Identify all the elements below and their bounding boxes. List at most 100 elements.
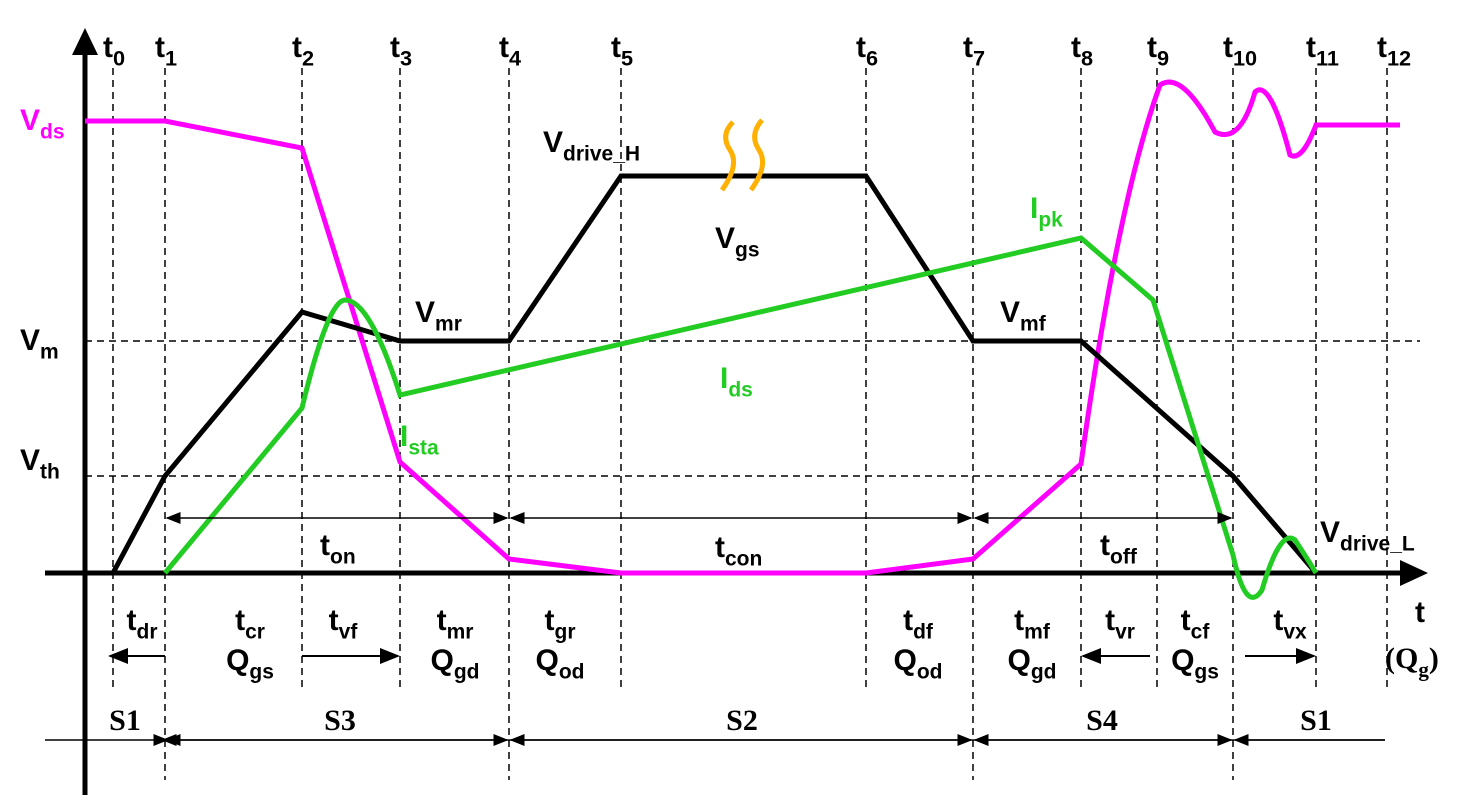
break-mark [719, 118, 766, 192]
level-label: Vds [20, 104, 65, 143]
time-marker-sub: 10 [1233, 46, 1257, 71]
phase-time-label-sub: gr [555, 620, 576, 643]
phase-charge-label-main: Q [1171, 644, 1194, 677]
phase-time-label-main: t [903, 604, 913, 637]
time-marker-sub: 4 [509, 46, 521, 71]
state-label: S1 [109, 704, 141, 737]
axis-charge-label-tail: ) [1429, 642, 1439, 675]
phase-charge-label-sub: od [559, 660, 585, 683]
level-label: Vth [20, 444, 60, 483]
ids-waveform [163, 235, 1319, 600]
phase-time-label-main: t [437, 604, 447, 637]
level-label: Vm [20, 324, 59, 363]
level-label-main: V [20, 324, 40, 357]
time-gridlines [112, 68, 1388, 780]
time-marker-main: t [103, 31, 113, 64]
curve-label-main: I [400, 420, 408, 453]
interval-label-main: t [320, 529, 330, 562]
phase-time-label-main: t [235, 604, 245, 637]
time-marker: t4 [499, 31, 521, 71]
curve-label-main: V [415, 296, 435, 329]
interval-label-sub: con [725, 547, 762, 570]
phase-time-label: tdr [127, 604, 158, 643]
time-marker-sub: 9 [1157, 46, 1169, 71]
interval-label-sub: off [1110, 545, 1138, 568]
phase-charge-label: Qod [894, 644, 943, 683]
phase-time-label: tcr [235, 604, 265, 643]
axis-charge-label-sub: g [1418, 657, 1429, 681]
phase-charge-label-main: Q [894, 644, 917, 677]
time-marker: t3 [390, 31, 412, 71]
phase-time-label-sub: vr [1115, 620, 1135, 643]
time-marker-main: t [1147, 31, 1157, 64]
curve-label-sub: ds [728, 378, 753, 401]
time-marker: t5 [611, 31, 633, 71]
phase-charge-label: Qod [536, 644, 585, 683]
curve-label-sub: drive_H [563, 142, 640, 165]
interval-label: toff [1100, 529, 1138, 568]
state-label: S1 [1300, 704, 1332, 737]
vgs-waveform [110, 173, 1318, 575]
phase-time-label-sub: mr [447, 620, 474, 643]
time-marker-sub: 7 [973, 46, 985, 71]
phase-charge-label: Qgd [1008, 644, 1057, 683]
time-marker-sub: 6 [866, 46, 878, 71]
curve-label-sub: drive_L [1340, 532, 1415, 555]
axis-charge-label: (Qg) [1385, 642, 1439, 681]
interval-label: ton [320, 529, 356, 568]
axis-time-label: t [1415, 596, 1425, 629]
state-label: S3 [324, 704, 356, 737]
curve-label-sub: mf [1020, 312, 1047, 335]
time-marker-sub: 11 [1316, 46, 1339, 71]
state-label: S4 [1086, 704, 1118, 737]
time-marker-main: t [856, 31, 866, 64]
phase-time-label-main: t [545, 604, 555, 637]
time-marker-main: t [155, 31, 165, 64]
phase-time-label-sub: dr [137, 620, 158, 643]
time-marker: t10 [1223, 31, 1257, 71]
time-marker: t0 [103, 31, 125, 71]
state-label: S2 [726, 704, 758, 737]
phase-charge-label-main: Q [1008, 644, 1031, 677]
phase-time-label: tdf [903, 604, 934, 643]
time-marker-sub: 5 [621, 46, 633, 71]
curve-label-sub: sta [408, 436, 439, 459]
time-marker: t1 [155, 31, 177, 71]
axis-charge-label-main: (Q [1385, 642, 1418, 675]
curve-label: Ids [720, 362, 753, 401]
time-marker-main: t [1377, 31, 1387, 64]
phase-charge-label-main: Q [536, 644, 559, 677]
phase-time-label-main: t [127, 604, 137, 637]
time-marker-main: t [963, 31, 973, 64]
time-marker-main: t [390, 31, 400, 64]
phase-time-label: tvx [1273, 604, 1307, 643]
labels: t0 t1 t2 t3 t4 t5 t6 t7 t8 t9 t10 t11 t12VdsVmVthVdr… [20, 31, 1439, 737]
time-marker-sub: 1 [165, 46, 177, 71]
phase-charge-label-sub: gd [454, 660, 480, 683]
phase-charge-label-sub: od [917, 660, 943, 683]
phase-time-label: tvf [329, 604, 359, 643]
time-marker-sub: 2 [302, 46, 314, 71]
curve-label: Vmr [415, 296, 462, 335]
vds-waveform [85, 79, 1400, 576]
curve-label-main: V [1320, 516, 1340, 549]
interval-label-main: t [1100, 529, 1110, 562]
time-marker-sub: 12 [1387, 46, 1411, 71]
phase-time-label-main: t [1105, 604, 1115, 637]
interval-label-main: t [715, 531, 725, 564]
curve-label: Vmf [1000, 296, 1047, 335]
phase-time-label: tvr [1105, 604, 1135, 643]
curve-label-sub: mr [435, 312, 462, 335]
time-marker-main: t [1223, 31, 1233, 64]
time-marker-sub: 3 [400, 46, 412, 71]
phase-time-label-sub: df [913, 620, 934, 643]
time-marker: t6 [856, 31, 878, 71]
phase-time-label-main: t [329, 604, 339, 637]
time-marker: t11 [1306, 31, 1339, 71]
phase-charge-label-sub: gs [249, 660, 274, 683]
phase-charge-label-sub: gs [1194, 660, 1219, 683]
curve-label: Ipk [1030, 192, 1063, 231]
time-marker: t8 [1071, 31, 1093, 71]
